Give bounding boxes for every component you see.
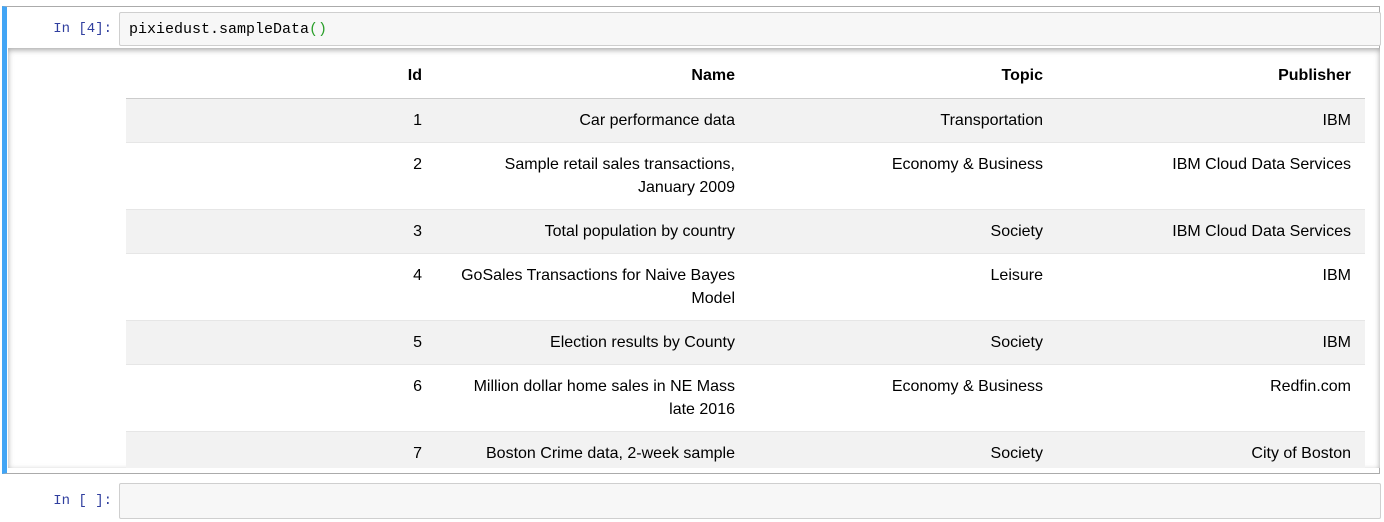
- cell-name: Boston Crime data, 2-week sample: [436, 431, 749, 468]
- table-row: 1 Car performance data Transportation IB…: [126, 98, 1365, 143]
- cell-prompt: In [4]:: [53, 21, 112, 37]
- cell-topic: Society: [749, 431, 1057, 468]
- cell-name: Car performance data: [436, 98, 749, 143]
- cell-topic: Economy & Business: [749, 142, 1057, 210]
- empty-code-input[interactable]: [119, 483, 1381, 519]
- column-header-topic: Topic: [749, 52, 1057, 99]
- cell-id: 1: [126, 98, 436, 143]
- code-call: pixiedust.sampleData: [129, 21, 310, 38]
- cell-name: Election results by County: [436, 320, 749, 365]
- empty-cell-prompt: In [ ]:: [53, 493, 112, 509]
- table-header-row: Id Name Topic Publisher: [126, 52, 1365, 99]
- cell-publisher: IBM: [1057, 98, 1365, 143]
- cell-publisher: Redfin.com: [1057, 364, 1365, 432]
- cell-topic: Economy & Business: [749, 364, 1057, 432]
- cell-publisher: IBM Cloud Data Services: [1057, 209, 1365, 254]
- cell-id: 4: [126, 253, 436, 321]
- table-row: 4 GoSales Transactions for Naive Bayes M…: [126, 253, 1365, 321]
- table-row: 3 Total population by country Society IB…: [126, 209, 1365, 254]
- code-parens: (): [309, 21, 328, 38]
- cell-name: Total population by country: [436, 209, 749, 254]
- table-row: 2 Sample retail sales transactions, Janu…: [126, 142, 1365, 210]
- cell-topic: Transportation: [749, 98, 1057, 143]
- output-area[interactable]: Id Name Topic Publisher 1 Car performanc…: [8, 48, 1380, 468]
- cell-id: 7: [126, 431, 436, 468]
- column-header-publisher: Publisher: [1057, 52, 1365, 99]
- cell-publisher: IBM: [1057, 253, 1365, 321]
- table-row: 7 Boston Crime data, 2-week sample Socie…: [126, 431, 1365, 468]
- cell-id: 2: [126, 142, 436, 210]
- sample-data-table: Id Name Topic Publisher 1 Car performanc…: [126, 52, 1365, 468]
- table-row: 6 Million dollar home sales in NE Mass l…: [126, 364, 1365, 432]
- cell-topic: Society: [749, 320, 1057, 365]
- cell-publisher: City of Boston: [1057, 431, 1365, 468]
- code-line: pixiedust.sampleData(): [129, 21, 327, 38]
- cell-id: 6: [126, 364, 436, 432]
- column-header-id: Id: [126, 52, 436, 99]
- cell-topic: Society: [749, 209, 1057, 254]
- cell-name: GoSales Transactions for Naive Bayes Mod…: [436, 253, 749, 321]
- cell-id: 5: [126, 320, 436, 365]
- table-row: 5 Election results by County Society IBM: [126, 320, 1365, 365]
- cell-name: Sample retail sales transactions, Januar…: [436, 142, 749, 210]
- cell-publisher: IBM Cloud Data Services: [1057, 142, 1365, 210]
- cell-name: Million dollar home sales in NE Mass lat…: [436, 364, 749, 432]
- column-header-name: Name: [436, 52, 749, 99]
- cell-topic: Leisure: [749, 253, 1057, 321]
- cell-id: 3: [126, 209, 436, 254]
- cell-publisher: IBM: [1057, 320, 1365, 365]
- code-input[interactable]: pixiedust.sampleData(): [119, 12, 1381, 46]
